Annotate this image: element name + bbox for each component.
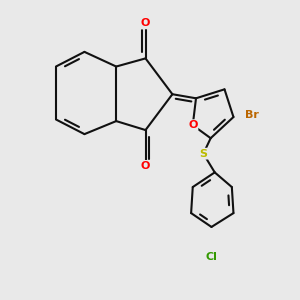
Text: O: O [141,161,150,171]
Text: S: S [199,149,207,159]
Text: Cl: Cl [206,252,218,262]
Text: O: O [188,120,197,130]
Text: Br: Br [245,110,259,120]
Text: O: O [141,18,150,28]
